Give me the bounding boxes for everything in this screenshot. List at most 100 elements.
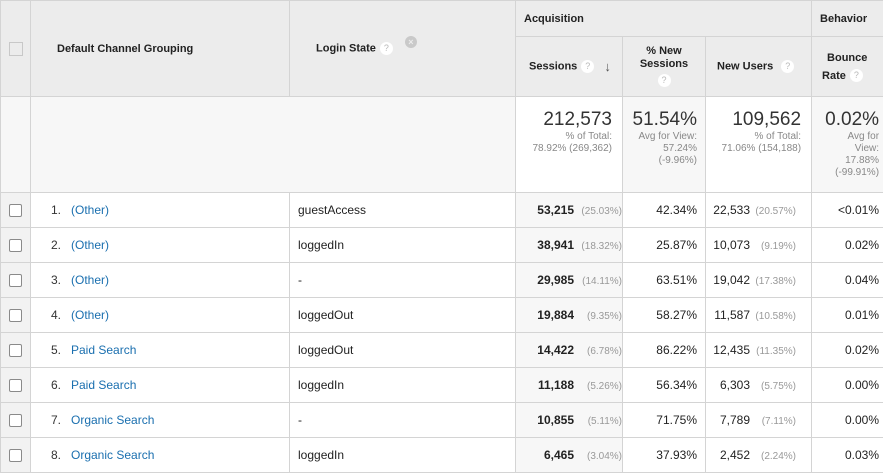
table-row: 4. (Other) loggedOut 19,884 (9.35%) 58.27%…: [0, 297, 883, 333]
total-bounce-rate: 0.02% Avg for View: 17.88% (-99.91%): [811, 96, 883, 193]
new-users-pct: (17.38%): [755, 276, 796, 287]
group-header-behavior: Behavior: [811, 0, 883, 37]
pct-new-sessions-label-2: Sessions: [639, 58, 689, 71]
pct-new-sessions-cell: 56.34%: [622, 367, 706, 403]
column-header-sessions[interactable]: Sessions? ↓: [515, 36, 623, 97]
row-index: 6.: [50, 378, 61, 392]
column-header-login-state[interactable]: Login State ? ×: [289, 0, 516, 97]
channel-link[interactable]: (Other): [71, 203, 110, 217]
row-checkbox-cell: [0, 437, 31, 473]
total-bounce-rate-avg: 17.88%: [845, 155, 880, 166]
remove-dimension-icon[interactable]: ×: [404, 36, 417, 48]
row-checkbox[interactable]: [9, 204, 22, 218]
new-users-pct: (20.57%): [755, 206, 796, 217]
sessions-pct: (6.78%): [586, 346, 622, 357]
bounce-rate-label-1: Bounce: [827, 51, 868, 64]
row-checkbox[interactable]: [9, 239, 22, 253]
new-users-cell: 19,042 (17.38%): [704, 262, 813, 298]
new-users-pct: (5.75%): [760, 381, 796, 392]
sessions-value: 6,465: [543, 448, 574, 462]
total-new-users-detail: 71.06% (154,188): [721, 143, 802, 154]
login-state-cell: loggedIn: [289, 437, 516, 473]
row-index: 5.: [50, 343, 61, 357]
help-icon[interactable]: ?: [657, 74, 671, 88]
new-users-pct: (11.35%): [756, 346, 796, 357]
column-header-default-channel-grouping[interactable]: Default Channel Grouping: [30, 0, 290, 97]
bounce-rate-cell: 0.00%: [811, 402, 883, 438]
column-header-new-users[interactable]: New Users?: [704, 36, 813, 97]
sort-descending-icon[interactable]: ↓: [604, 59, 611, 74]
table-row: 8. Organic Search loggedIn 6,465 (3.04%) 3…: [0, 437, 883, 473]
dimension-2-label: Login State: [316, 42, 376, 55]
totals-checkbox-cell: [0, 96, 31, 193]
pct-new-sessions-cell: 25.87%: [622, 227, 706, 263]
sessions-value: 14,422: [537, 343, 574, 357]
sessions-cell: 14,422 (6.78%): [515, 332, 623, 368]
row-checkbox[interactable]: [9, 379, 22, 393]
new-users-value: 2,452: [719, 448, 750, 462]
pct-new-sessions-cell: 71.75%: [622, 402, 706, 438]
help-icon[interactable]: ?: [781, 60, 795, 73]
bounce-rate-cell: 0.04%: [811, 262, 883, 298]
new-users-pct: (7.11%): [761, 416, 796, 427]
table-row: 7. Organic Search - 10,855 (5.11%) 71.75% …: [0, 402, 883, 438]
select-all-cell: [0, 0, 31, 97]
channel-link[interactable]: Organic Search: [71, 413, 155, 427]
header-group-row: Default Channel Grouping Login State ? × A…: [0, 0, 883, 97]
channel-link[interactable]: Paid Search: [71, 343, 137, 357]
help-icon[interactable]: ?: [849, 69, 863, 83]
total-pct-new-sessions-label: Avg for View:: [638, 131, 697, 142]
new-users-value: 7,789: [719, 413, 750, 427]
help-icon[interactable]: ?: [581, 60, 595, 73]
row-checkbox[interactable]: [9, 414, 22, 428]
row-checkbox-cell: [0, 192, 31, 228]
total-bounce-rate-value: 0.02%: [825, 109, 880, 130]
behavior-label: Behavior: [820, 12, 868, 25]
bounce-rate-cell: 0.03%: [811, 437, 883, 473]
channel-cell: 7. Organic Search: [30, 402, 290, 438]
channel-link[interactable]: (Other): [71, 238, 110, 252]
row-checkbox[interactable]: [9, 274, 22, 288]
total-sessions-value: 212,573: [543, 109, 612, 130]
total-bounce-rate-label-2: View:: [854, 143, 880, 154]
total-new-users: 109,562 % of Total: 71.06% (154,188): [704, 96, 813, 193]
channel-link[interactable]: Organic Search: [71, 448, 155, 462]
help-icon[interactable]: ?: [379, 42, 393, 55]
select-all-checkbox[interactable]: [8, 41, 23, 56]
new-users-cell: 7,789 (7.11%): [704, 402, 813, 438]
row-index: 1.: [50, 203, 61, 217]
sessions-value: 29,985: [537, 273, 574, 287]
totals-label-cell: [30, 96, 516, 193]
total-pct-new-sessions-avg: 57.24%: [663, 143, 697, 154]
sessions-label: Sessions: [529, 60, 578, 73]
table-row: 1. (Other) guestAccess 53,215 (25.03%) 42.…: [0, 192, 883, 228]
sessions-cell: 38,941 (18.32%): [515, 227, 623, 263]
channel-cell: 6. Paid Search: [30, 367, 290, 403]
column-header-pct-new-sessions[interactable]: % New Sessions ?: [622, 36, 706, 97]
new-users-value: 22,533: [713, 203, 750, 217]
pct-new-sessions-cell: 63.51%: [622, 262, 706, 298]
row-checkbox[interactable]: [9, 309, 22, 323]
sessions-value: 19,884: [537, 308, 574, 322]
sessions-pct: (5.11%): [587, 416, 622, 427]
total-bounce-rate-label-1: Avg for: [847, 131, 880, 142]
column-header-bounce-rate[interactable]: Bounce Rate?: [811, 36, 883, 97]
header-metric-row: Sessions? ↓ % New Sessions ? New Users? B…: [1, 36, 883, 97]
channel-link[interactable]: Paid Search: [71, 378, 137, 392]
new-users-value: 19,042: [713, 273, 750, 287]
channel-link[interactable]: (Other): [71, 308, 110, 322]
row-checkbox[interactable]: [9, 344, 22, 358]
sessions-cell: 19,884 (9.35%): [515, 297, 623, 333]
channel-link[interactable]: (Other): [71, 273, 110, 287]
bounce-rate-label-2: Rate: [822, 69, 846, 82]
pct-new-sessions-cell: 58.27%: [622, 297, 706, 333]
login-state-cell: loggedOut: [289, 297, 516, 333]
row-checkbox[interactable]: [9, 449, 22, 463]
sessions-pct: (18.32%): [581, 241, 622, 252]
sessions-pct: (14.11%): [582, 276, 622, 287]
row-index: 4.: [50, 308, 61, 322]
totals-row: 212,573 % of Total: 78.92% (269,362) 51.…: [0, 96, 883, 193]
table-row: 6. Paid Search loggedIn 11,188 (5.26%) 56.…: [0, 367, 883, 403]
row-checkbox-cell: [0, 332, 31, 368]
